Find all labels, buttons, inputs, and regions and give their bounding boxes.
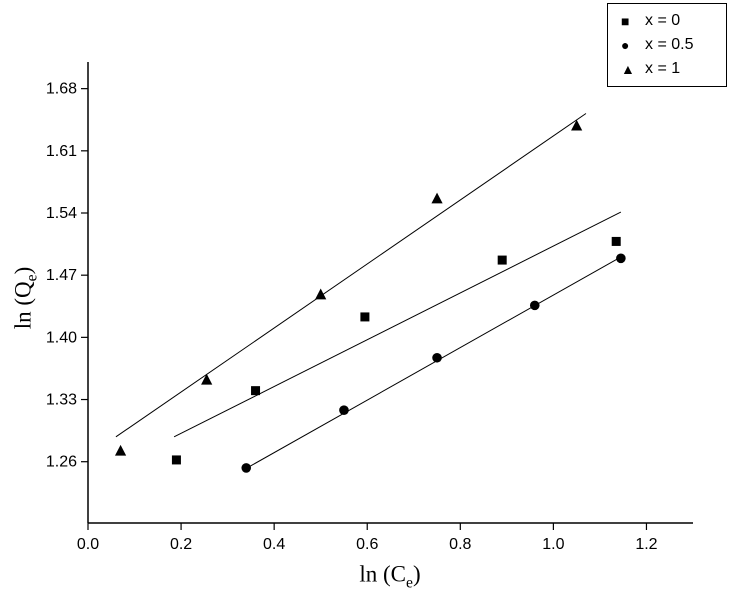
x-axis-title: ln (Ce)	[359, 562, 420, 593]
y-tick-label: 1.40	[46, 329, 77, 346]
triangle-data-point	[571, 119, 583, 131]
triangle-data-point	[201, 373, 213, 385]
x-tick-label: 0.0	[77, 536, 99, 553]
legend-entry: ▲ x = 1	[621, 57, 726, 81]
y-tick-label: 1.54	[46, 205, 77, 222]
circle-marker-icon: ●	[621, 37, 630, 53]
triangle-data-point	[431, 192, 443, 204]
series-triangle	[114, 119, 583, 456]
fit-line-triangle	[115, 113, 587, 438]
y-axis-title-text: ln (Q	[10, 281, 36, 330]
triangle-data-point	[315, 288, 327, 300]
square-marker-icon: ■	[621, 13, 630, 29]
legend-entry: ● x = 0.5	[621, 33, 726, 57]
legend-entry: ■ x = 0	[621, 9, 726, 33]
x-axis-title-subscript: e	[406, 574, 413, 592]
x-tick-label: 0.6	[356, 536, 378, 553]
fit-line-circle	[243, 255, 624, 471]
legend-label: x = 0.5	[645, 36, 694, 53]
x-tick-label: 1.0	[542, 536, 564, 553]
legend-label: x = 1	[645, 60, 681, 77]
circle-data-point	[529, 300, 540, 311]
circle-data-point	[432, 352, 442, 363]
y-axis-title-subscript: e	[23, 274, 41, 282]
circle-data-point	[241, 463, 252, 473]
x-axis-title-text: ln (C	[359, 561, 407, 587]
square-data-point	[171, 455, 181, 465]
x-tick-label: 0.8	[449, 536, 471, 553]
triangle-marker-icon: ▲	[621, 61, 635, 77]
legend: ■ x = 0 ● x = 0.5 ▲ x = 1	[607, 3, 727, 87]
y-tick-label: 1.47	[46, 267, 77, 284]
y-tick-label: 1.68	[46, 81, 77, 98]
y-axis-title: ln (Qe)	[11, 267, 42, 330]
y-tick-label: 1.26	[46, 454, 77, 471]
circle-data-point	[616, 253, 626, 264]
series-circle	[241, 253, 626, 473]
x-tick-label: 0.2	[170, 536, 192, 553]
square-data-point	[251, 386, 261, 396]
legend-label: x = 0	[645, 12, 681, 29]
square-data-point	[497, 255, 507, 265]
fit-line-square	[173, 211, 622, 438]
circle-data-point	[339, 405, 349, 415]
square-data-point	[360, 312, 370, 322]
triangle-data-point	[114, 444, 127, 456]
x-tick-label: 1.2	[635, 536, 657, 553]
x-tick-label: 0.4	[263, 536, 285, 553]
y-tick-label: 1.33	[46, 392, 77, 409]
square-data-point	[611, 236, 621, 246]
series-square	[171, 236, 621, 465]
y-tick-label: 1.61	[46, 143, 77, 160]
y-axis-title-close: )	[10, 266, 36, 275]
x-axis-title-close: )	[412, 561, 421, 587]
